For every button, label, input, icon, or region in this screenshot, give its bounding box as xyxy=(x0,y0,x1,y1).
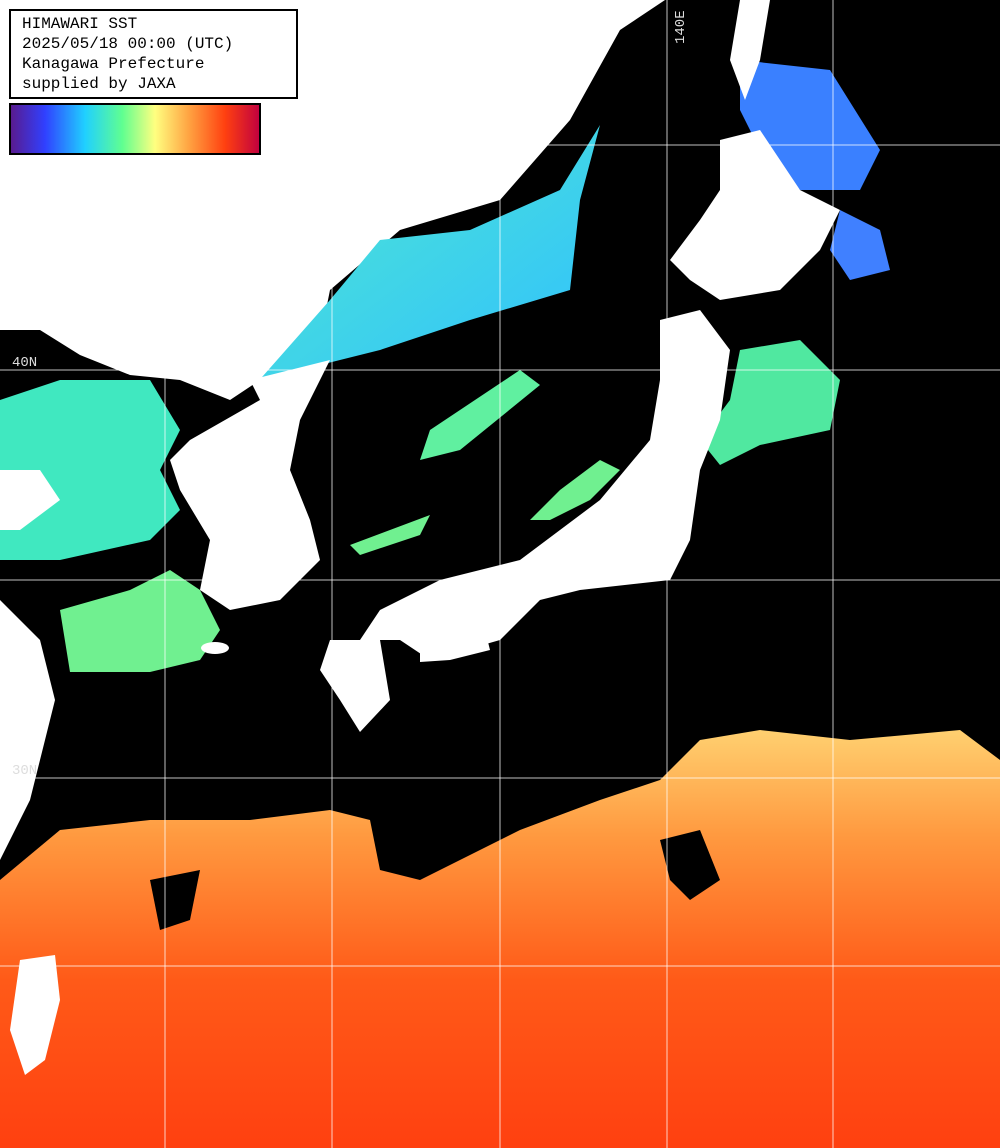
header-box: HIMAWARI SST 2025/05/18 00:00 (UTC) Kana… xyxy=(9,9,298,99)
colorbar xyxy=(9,103,261,155)
latitude-label: 30N xyxy=(12,763,37,779)
header-line: supplied by JAXA xyxy=(22,75,176,93)
header-line: 2025/05/18 00:00 (UTC) xyxy=(22,35,233,53)
header-line: Kanagawa Prefecture xyxy=(22,55,204,73)
latitude-label: 40N xyxy=(12,355,37,371)
longitude-label: 140E xyxy=(673,10,689,44)
header-line: HIMAWARI SST xyxy=(22,15,137,33)
